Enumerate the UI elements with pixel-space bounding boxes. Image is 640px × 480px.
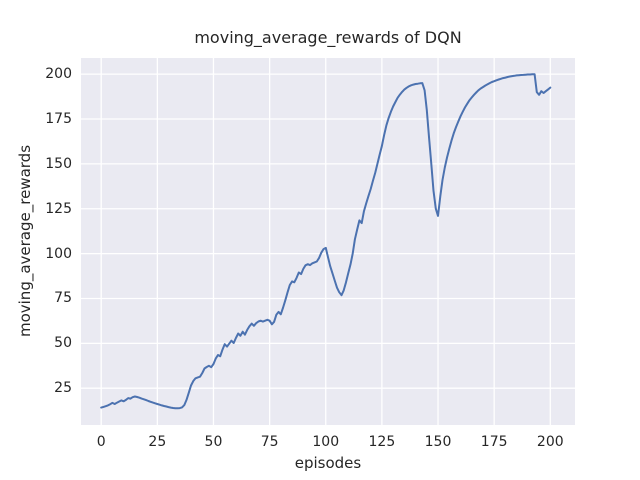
x-tick-label: 0 xyxy=(96,434,106,450)
y-tick-label: 125 xyxy=(45,200,72,217)
y-tick-label: 50 xyxy=(54,335,72,352)
x-axis-label: episodes xyxy=(294,454,362,472)
x-tick-label: 100 xyxy=(312,434,340,450)
y-tick-label: 100 xyxy=(45,245,72,262)
x-tick-label: 25 xyxy=(148,434,167,450)
x-tick-label: 175 xyxy=(480,434,508,450)
y-tick-label: 75 xyxy=(54,290,72,307)
chart-title: moving_average_rewards of DQN xyxy=(194,28,462,47)
x-tick-label: 150 xyxy=(424,434,452,450)
axes-background xyxy=(81,58,575,425)
y-tick-label: 25 xyxy=(54,380,72,397)
x-tick-label: 200 xyxy=(536,434,564,450)
x-tick-label: 75 xyxy=(260,434,279,450)
y-tick-label: 175 xyxy=(45,111,72,128)
y-tick-label: 150 xyxy=(45,155,72,172)
x-tick-label: 125 xyxy=(368,434,396,450)
x-tick-label: 50 xyxy=(204,434,223,450)
y-tick-label: 200 xyxy=(45,66,72,83)
y-axis-label-text: moving_average_rewards xyxy=(16,144,34,338)
data-line xyxy=(100,73,552,410)
